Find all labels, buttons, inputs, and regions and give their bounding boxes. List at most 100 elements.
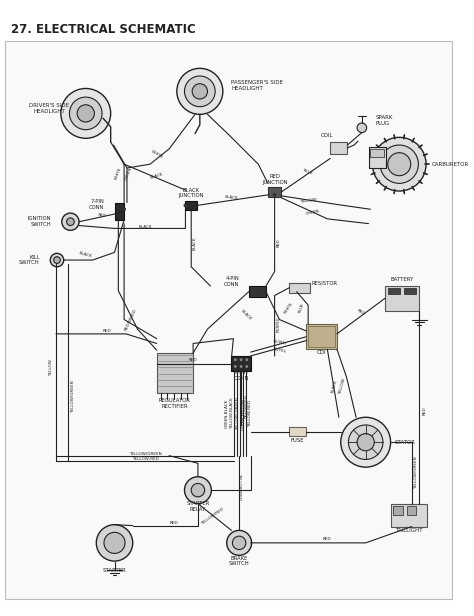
Text: BL/WH: BL/WH xyxy=(273,339,286,346)
Text: GREEN-YELLOW: GREEN-YELLOW xyxy=(242,397,246,429)
Text: STARTER
RELAY: STARTER RELAY xyxy=(186,501,210,512)
Text: COIL: COIL xyxy=(321,133,334,138)
Text: YELLOW-BLACK: YELLOW-BLACK xyxy=(230,398,235,429)
Text: 7-PIN
CONN: 7-PIN CONN xyxy=(89,199,104,210)
Text: CARBURETOR: CARBURETOR xyxy=(432,162,469,167)
Text: RESISTOR: RESISTOR xyxy=(311,280,337,286)
Text: RED: RED xyxy=(98,213,107,219)
Circle shape xyxy=(388,153,411,176)
Bar xyxy=(289,427,306,437)
Text: BLACK: BLACK xyxy=(150,172,164,180)
Circle shape xyxy=(184,76,215,107)
Bar xyxy=(371,149,384,156)
Circle shape xyxy=(234,359,237,361)
Text: 4-PIN
CONN: 4-PIN CONN xyxy=(224,276,239,286)
Text: DRIVER'S SIDE
HEADLIGHT: DRIVER'S SIDE HEADLIGHT xyxy=(29,103,69,114)
Bar xyxy=(330,142,347,153)
Text: RED: RED xyxy=(323,537,332,541)
Text: BLACK
JUNCTION: BLACK JUNCTION xyxy=(178,187,204,198)
Circle shape xyxy=(234,365,237,368)
Circle shape xyxy=(191,484,205,497)
Text: SPARK
PLUG: SPARK PLUG xyxy=(375,115,392,126)
Text: BLACK: BLACK xyxy=(240,309,252,321)
Text: CDI: CDI xyxy=(317,350,327,355)
Circle shape xyxy=(348,425,383,460)
Text: FUSE: FUSE xyxy=(291,438,304,443)
Text: BATTERY: BATTERY xyxy=(391,277,414,282)
Text: BLACK: BLACK xyxy=(79,251,93,258)
Text: 6-PIN
CONN: 6-PIN CONN xyxy=(233,370,249,381)
Text: BL/YEL: BL/YEL xyxy=(272,347,287,354)
Bar xyxy=(407,506,417,515)
Text: BLACK: BLACK xyxy=(193,236,197,249)
Circle shape xyxy=(273,193,276,197)
Text: 27. ELECTRICAL SCHEMATIC: 27. ELECTRICAL SCHEMATIC xyxy=(11,23,196,36)
Circle shape xyxy=(61,89,110,139)
Text: IGNITION
SWITCH: IGNITION SWITCH xyxy=(28,216,51,227)
Text: YELLOW-GREEN: YELLOW-GREEN xyxy=(236,397,240,430)
Text: YELLOW-RED: YELLOW-RED xyxy=(248,400,252,427)
Circle shape xyxy=(232,536,246,549)
Bar xyxy=(393,506,403,515)
Text: STARTER: STARTER xyxy=(102,568,127,573)
Text: RED/WIRED: RED/WIRED xyxy=(124,308,137,331)
Text: WHITE: WHITE xyxy=(150,150,164,160)
Text: YELLOW/GREEN: YELLOW/GREEN xyxy=(71,380,75,413)
Text: BRAKE
SWITCH: BRAKE SWITCH xyxy=(229,556,249,567)
Text: STATOR: STATOR xyxy=(394,440,415,445)
Circle shape xyxy=(240,365,243,368)
Text: YELLOW/GREEN: YELLOW/GREEN xyxy=(414,456,419,489)
Text: BLACK: BLACK xyxy=(225,195,238,200)
Text: YELLOW: YELLOW xyxy=(338,378,347,395)
Bar xyxy=(289,283,310,293)
Text: BLUE: BLUE xyxy=(298,302,305,314)
Bar xyxy=(231,356,251,371)
Text: WHITE: WHITE xyxy=(283,301,294,315)
Text: REGULATOR
RECTIFIER: REGULATOR RECTIFIER xyxy=(159,399,191,409)
Circle shape xyxy=(227,530,252,556)
Text: YELLOW: YELLOW xyxy=(300,198,317,204)
Bar xyxy=(391,503,427,527)
Circle shape xyxy=(96,525,133,561)
Bar xyxy=(308,326,335,347)
Circle shape xyxy=(66,218,74,225)
Circle shape xyxy=(357,123,367,132)
Circle shape xyxy=(54,257,60,264)
Circle shape xyxy=(77,105,94,122)
Text: YELLOW/GREEN: YELLOW/GREEN xyxy=(129,452,162,456)
Text: RED/WIRED: RED/WIRED xyxy=(244,394,248,418)
Circle shape xyxy=(357,434,374,451)
Text: PURPLE: PURPLE xyxy=(276,317,281,332)
Text: YELLOW: YELLOW xyxy=(49,359,53,376)
Bar xyxy=(115,203,124,220)
Circle shape xyxy=(184,477,211,503)
Circle shape xyxy=(50,253,64,267)
Circle shape xyxy=(183,203,187,208)
Text: TAILLIGHT: TAILLIGHT xyxy=(395,528,423,533)
Bar xyxy=(385,286,419,311)
Text: YELLOW/RED: YELLOW/RED xyxy=(237,473,241,500)
Text: RED: RED xyxy=(276,238,281,247)
Text: RED: RED xyxy=(189,358,198,362)
Circle shape xyxy=(177,68,223,115)
Circle shape xyxy=(122,208,126,211)
Bar xyxy=(249,286,266,298)
Bar xyxy=(157,353,193,394)
Bar xyxy=(268,187,282,197)
Circle shape xyxy=(104,532,125,553)
Bar xyxy=(388,288,400,294)
Text: RED: RED xyxy=(356,308,365,316)
Text: WHITE: WHITE xyxy=(114,167,123,180)
Circle shape xyxy=(70,97,102,130)
Circle shape xyxy=(246,365,248,368)
Circle shape xyxy=(246,359,248,361)
Text: PASSENGER'S SIDE
HEADLIGHT: PASSENGER'S SIDE HEADLIGHT xyxy=(231,80,283,91)
Text: RED: RED xyxy=(422,407,426,415)
Bar xyxy=(185,201,197,210)
Text: GREEN-BLACK: GREEN-BLACK xyxy=(225,399,228,428)
Text: RED
JUNCTION: RED JUNCTION xyxy=(262,174,287,185)
Text: KILL
SWITCH: KILL SWITCH xyxy=(19,254,40,265)
Text: BLACK: BLACK xyxy=(138,224,152,229)
Text: RED: RED xyxy=(102,329,111,333)
Text: BLACK: BLACK xyxy=(330,379,337,394)
